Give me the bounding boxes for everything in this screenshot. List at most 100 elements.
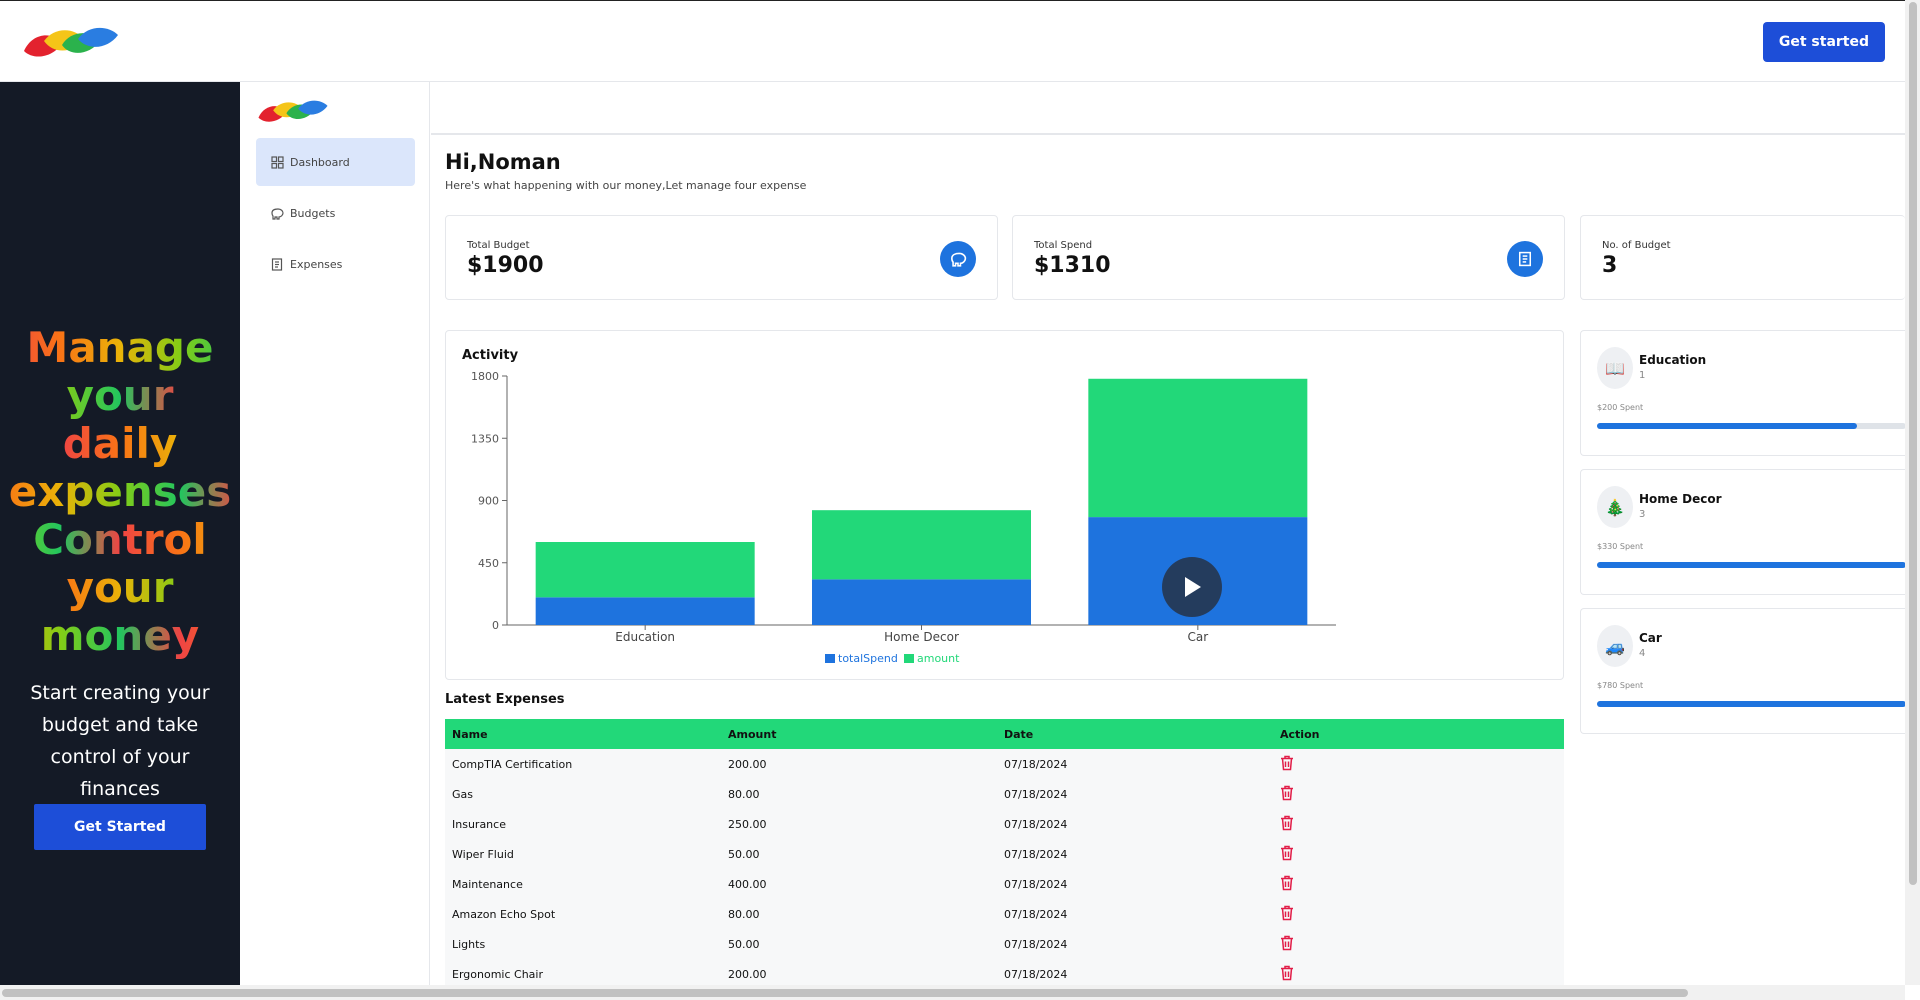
bar-amount [1088, 378, 1308, 518]
table-row: Ergonomic Chair 200.00 07/18/2024 [445, 959, 1564, 989]
expense-name: Ergonomic Chair [452, 967, 543, 981]
expense-name: CompTIA Certification [452, 757, 573, 771]
budget-spent: $200 Spent [1597, 403, 1644, 412]
legend-swatch [825, 654, 835, 663]
x-tick-label: Education [615, 630, 675, 644]
piggy-bank-icon [940, 241, 976, 277]
action-cell [1273, 815, 1564, 834]
hero-title-word: money [0, 612, 240, 660]
expense-name: Amazon Echo Spot [452, 907, 556, 921]
stat-card-budget-count: No. of Budget 3 [1580, 215, 1905, 300]
y-tick-label: 1350 [471, 432, 499, 445]
hero-title-word: expenses [0, 468, 240, 516]
sidebar-item-label: Dashboard [290, 155, 350, 169]
sidebar: Dashboard Budgets Expenses [240, 82, 430, 985]
stat-label: No. of Budget [1602, 240, 1671, 251]
grid-icon [270, 155, 284, 169]
scrollbar-thumb[interactable] [1909, 2, 1917, 885]
expense-date: 07/18/2024 [1004, 847, 1068, 861]
get-started-hero-button[interactable]: Get Started [34, 804, 206, 850]
y-tick-label: 450 [478, 557, 499, 570]
trash-icon[interactable] [1280, 755, 1294, 771]
activity-chart: Activity 0 450 900 1350 1800 Education Home De… [445, 330, 1564, 680]
budget-card[interactable]: 🚙 Car 4 $780 Spent [1580, 608, 1906, 734]
chart-title: Activity [462, 348, 519, 363]
budget-card[interactable]: 📖 Education 1 $200 Spent [1580, 330, 1906, 456]
sidebar-item-expenses[interactable]: Expenses [256, 240, 415, 288]
budget-progress-fill [1597, 423, 1857, 429]
sidebar-item-dashboard[interactable]: Dashboard [256, 138, 415, 186]
expense-name: Lights [452, 937, 486, 951]
bar-amount [812, 510, 1031, 580]
budget-progress-fill [1597, 562, 1906, 568]
vertical-scrollbar[interactable] [1905, 0, 1920, 985]
greeting-title: Hi,Noman [445, 150, 561, 174]
expense-date: 07/18/2024 [1004, 907, 1068, 921]
expense-amount: 80.00 [728, 907, 760, 921]
budget-spent: $330 Spent [1597, 542, 1644, 551]
stat-card-total-budget: Total Budget $1900 [445, 215, 998, 300]
table-row: Lights 50.00 07/18/2024 [445, 929, 1564, 959]
receipt-icon [1507, 241, 1543, 277]
chart-canvas: 0 450 900 1350 1800 Education Home Decor Car tot… [471, 370, 1336, 665]
expense-amount: 50.00 [728, 937, 760, 951]
expense-date: 07/18/2024 [1004, 757, 1068, 771]
stat-value: 3 [1602, 253, 1618, 278]
expense-amount: 250.00 [728, 817, 767, 831]
expense-name: Wiper Fluid [452, 847, 514, 861]
hero-title-word: Control [0, 516, 240, 564]
expense-date: 07/18/2024 [1004, 877, 1068, 891]
legend-swatch [904, 654, 914, 663]
trash-icon[interactable] [1280, 905, 1294, 921]
piggy-bank-icon [270, 206, 284, 220]
budget-spent: $780 Spent [1597, 681, 1644, 690]
expense-amount: 200.00 [728, 967, 767, 981]
latest-expenses-title: Latest Expenses [445, 692, 565, 707]
y-tick-label: 900 [478, 495, 499, 508]
expense-name: Insurance [452, 817, 506, 831]
horizontal-scrollbar[interactable] [0, 985, 1905, 1000]
legend-label: amount [917, 652, 960, 665]
sidebar-item-budgets[interactable]: Budgets [256, 189, 415, 237]
play-button[interactable] [1162, 557, 1222, 617]
expense-date: 07/18/2024 [1004, 967, 1068, 981]
main-header [431, 82, 1905, 135]
get-started-header-button[interactable]: Get started [1762, 22, 1885, 62]
trash-icon[interactable] [1280, 815, 1294, 831]
stat-label: Total Budget [467, 240, 530, 251]
sidebar-logo[interactable] [257, 96, 329, 126]
scrollbar-thumb[interactable] [2, 989, 1688, 997]
trash-icon[interactable] [1280, 965, 1294, 981]
budget-item-count: 4 [1639, 648, 1646, 659]
action-cell [1273, 845, 1564, 864]
app-logo[interactable] [22, 23, 120, 61]
action-cell [1273, 905, 1564, 924]
budget-progress-fill [1597, 701, 1906, 707]
bar-totalSpend [812, 579, 1031, 625]
expense-name: Gas [452, 787, 473, 801]
bar-amount [535, 542, 755, 598]
table-row: Gas 80.00 07/18/2024 [445, 779, 1564, 809]
stat-value: $1900 [467, 253, 544, 278]
tree-icon: 🎄 [1597, 486, 1633, 528]
action-cell [1273, 755, 1564, 774]
action-cell [1273, 965, 1564, 984]
expense-amount: 80.00 [728, 787, 760, 801]
budget-card[interactable]: 🎄 Home Decor 3 $330 Spent [1580, 469, 1906, 595]
hero-title-word: Manage [0, 324, 240, 372]
budget-progress-track [1597, 423, 1906, 429]
stat-card-total-spend: Total Spend $1310 [1012, 215, 1565, 300]
column-header: Date [1004, 727, 1034, 741]
trash-icon[interactable] [1280, 845, 1294, 861]
trash-icon[interactable] [1280, 935, 1294, 951]
expense-amount: 200.00 [728, 757, 767, 771]
budget-progress-track [1597, 562, 1906, 568]
x-tick-label: Home Decor [884, 630, 959, 644]
trash-icon[interactable] [1280, 875, 1294, 891]
trash-icon[interactable] [1280, 785, 1294, 801]
book-icon: 📖 [1597, 347, 1633, 389]
budget-item-count: 1 [1639, 370, 1646, 381]
sidebar-item-label: Expenses [290, 257, 343, 271]
column-header: Action [1280, 727, 1320, 741]
hero-title: Manage your daily expenses Control your money [0, 324, 240, 660]
